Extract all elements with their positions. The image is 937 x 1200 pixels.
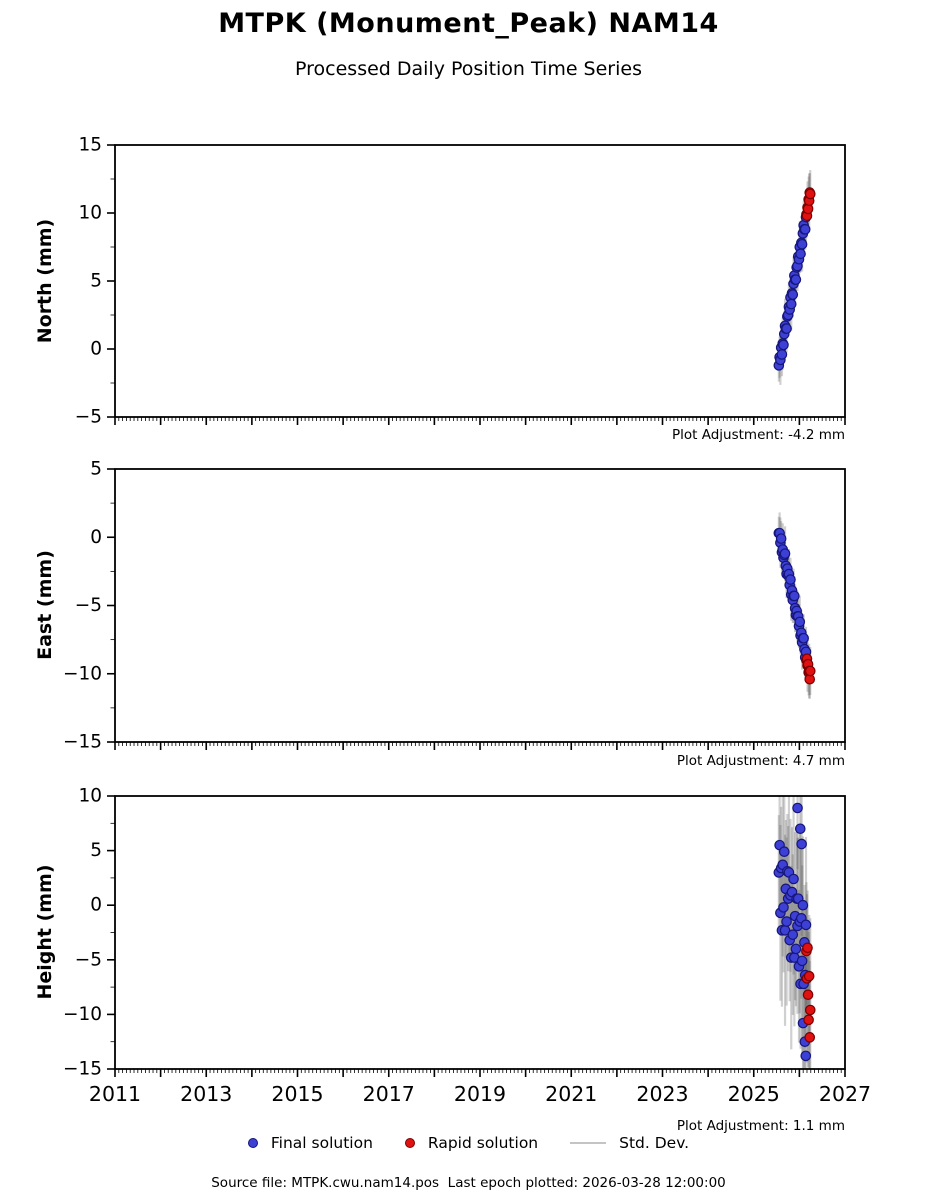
- x-tick-label: 2021: [545, 1082, 597, 1106]
- height-plot: −15 −10 −5 0 5 10 2011 2013 2015 2017 2019 2021 2023…: [63, 786, 871, 1106]
- legend-item-rapid: Rapid solution: [404, 1134, 539, 1152]
- final-solution-dot-icon: [247, 1138, 258, 1148]
- figure-title: MTPK (Monument_Peak) NAM14: [218, 8, 719, 39]
- y-tick-label: 10: [78, 786, 102, 807]
- final-solution-point: [797, 899, 809, 911]
- rapid-solution-point: [802, 989, 814, 1001]
- std-dev-line-icon: [570, 1142, 607, 1144]
- legend-item-stddev: Std. Dev.: [570, 1134, 689, 1152]
- y-tick-label: −10: [63, 1004, 102, 1025]
- final-solution-point: [781, 916, 792, 927]
- final-solution-point: [800, 1050, 812, 1062]
- final-solution-point: [775, 533, 787, 544]
- final-solution-point: [795, 248, 806, 260]
- east-plot-adjustment: Plot Adjustment: 4.7 mm: [676, 753, 845, 769]
- y-tick-label: 0: [90, 895, 102, 916]
- legend-rapid-label: Rapid solution: [427, 1134, 539, 1152]
- final-solution-point: [778, 902, 789, 913]
- final-solution-point: [781, 323, 792, 334]
- final-solution-point: [800, 919, 812, 931]
- final-solution-point: [790, 943, 802, 955]
- y-tick-label: 15: [78, 135, 102, 156]
- height-plot-adjustment: Plot Adjustment: 1.1 mm: [676, 1118, 845, 1134]
- y-tick-label: 0: [90, 339, 102, 360]
- y-tick-label: −5: [75, 949, 102, 970]
- final-solution-point: [794, 616, 806, 628]
- x-tick-label: 2017: [363, 1082, 415, 1106]
- x-tick-label: 2019: [454, 1082, 506, 1106]
- rapid-solution-point: [804, 665, 816, 677]
- y-tick-label: 0: [90, 527, 102, 548]
- y-tick-label: −5: [75, 407, 102, 428]
- plot-frame: [114, 795, 846, 1070]
- east-plot: −15 −10 −5 0 5: [63, 459, 846, 753]
- y-tick-label: 5: [90, 271, 102, 292]
- final-solution-point: [788, 873, 799, 885]
- final-solution-point: [796, 238, 808, 250]
- final-solution-point: [789, 590, 800, 602]
- final-solution-point: [796, 955, 808, 967]
- y-tick-label: −10: [63, 663, 102, 684]
- legend-item-final: Final solution: [247, 1134, 373, 1152]
- y-tick-label: 5: [90, 840, 102, 861]
- figure-subtitle: Processed Daily Position Time Series: [295, 58, 642, 80]
- rapid-solution-point: [803, 1014, 814, 1026]
- rapid-solution-point: [802, 942, 813, 954]
- rapid-solution-dot-icon: [404, 1138, 415, 1148]
- final-solution-point: [787, 929, 799, 940]
- legend-final-label: Final solution: [270, 1134, 373, 1152]
- final-solution-point: [785, 298, 797, 310]
- final-solution-point: [798, 632, 809, 644]
- y-tick-label: −15: [63, 732, 102, 753]
- x-tick-label: 2023: [636, 1082, 688, 1106]
- final-solution-point: [796, 838, 807, 850]
- x-tick-label: 2027: [819, 1082, 871, 1106]
- final-solution-point: [785, 574, 796, 585]
- y-tick-label: 10: [78, 203, 102, 224]
- plot-frame: [114, 468, 846, 743]
- final-solution-point: [787, 289, 799, 300]
- final-solution-point: [778, 846, 790, 857]
- north-plot-adjustment: Plot Adjustment: -4.2 mm: [671, 427, 845, 443]
- x-tick-label: 2025: [728, 1082, 780, 1106]
- final-solution-point: [790, 274, 802, 285]
- final-solution-point: [776, 349, 788, 360]
- plot-frame: [114, 144, 846, 418]
- y-tick-label: 5: [90, 459, 102, 480]
- y-tick-label: −15: [63, 1059, 102, 1080]
- legend-std-label: Std. Dev.: [619, 1134, 690, 1152]
- final-solution-point: [794, 823, 806, 835]
- rapid-solution-point: [804, 188, 816, 200]
- legend: Final solution Rapid solution Std. Dev.: [0, 1134, 937, 1152]
- final-solution-point: [799, 224, 811, 235]
- final-solution-point: [778, 339, 789, 351]
- rapid-solution-point: [803, 970, 815, 982]
- final-solution-point: [792, 802, 803, 814]
- y-tick-label: −5: [75, 595, 102, 616]
- source-file-footer: Source file: MTPK.cwu.nam14.pos Last epo…: [211, 1175, 726, 1191]
- x-tick-label: 2011: [89, 1082, 141, 1106]
- x-tick-label: 2013: [180, 1082, 232, 1106]
- final-solution-point: [779, 548, 791, 559]
- x-tick-label: 2015: [271, 1082, 323, 1106]
- north-plot: −5 0 5 10 15: [75, 135, 846, 428]
- rapid-solution-point: [804, 1004, 816, 1016]
- rapid-solution-point: [804, 1032, 816, 1043]
